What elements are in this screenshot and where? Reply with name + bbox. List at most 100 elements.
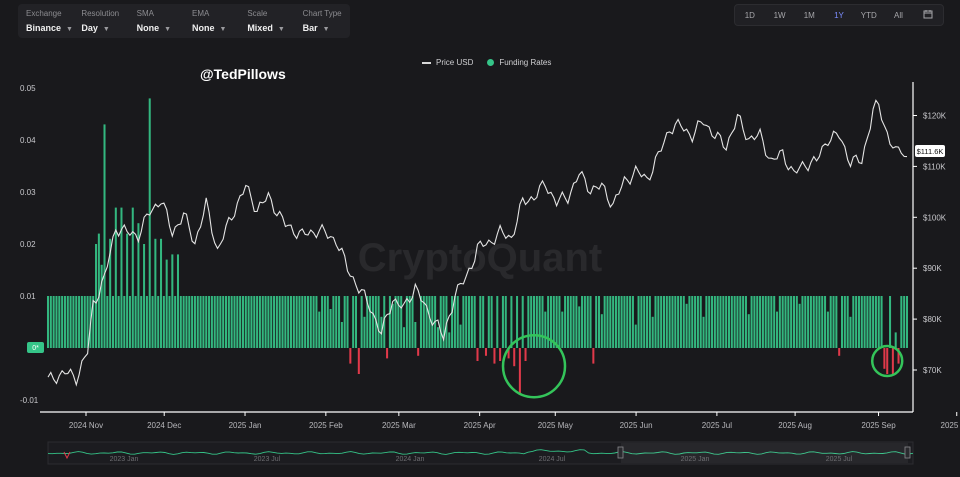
navigator-tick-label: 2024 Jul <box>539 456 566 463</box>
sma-select[interactable]: SMA None ▼ <box>129 4 184 38</box>
funding-bar <box>318 311 321 348</box>
chart-type-label: Chart Type <box>302 9 342 18</box>
funding-bar <box>304 296 307 348</box>
exchange-select[interactable]: Exchange Binance ▼ <box>18 4 73 38</box>
funding-bar <box>597 296 601 348</box>
funding-bar <box>261 296 264 348</box>
legend-item-price[interactable]: Price USD <box>422 58 473 67</box>
funding-bar <box>626 296 629 348</box>
funding-bar <box>120 207 123 348</box>
funding-bar <box>623 296 626 348</box>
funding-bar <box>185 296 188 348</box>
funding-bar <box>501 296 504 348</box>
funding-bar <box>490 296 493 348</box>
funding-bar <box>578 306 581 348</box>
funding-bar <box>205 296 208 348</box>
x-tick-label: 2025 Mar <box>382 421 416 430</box>
range-ytd-button[interactable]: YTD <box>860 10 877 20</box>
funding-bar <box>699 296 702 348</box>
x-tick-label: 2025 Jul <box>702 421 732 430</box>
funding-bar <box>631 296 634 348</box>
chevron-down-icon: ▼ <box>322 26 330 33</box>
left-axis: 0.05 0.04 0.03 0.02 0.01 -0.01 0* <box>20 84 44 405</box>
range-1m-button[interactable]: 1M <box>803 10 815 20</box>
funding-bar <box>83 296 86 348</box>
funding-bar <box>275 296 278 348</box>
funding-bar <box>140 296 143 348</box>
funding-bar <box>905 296 909 348</box>
funding-bar <box>586 296 589 348</box>
calendar-icon[interactable] <box>913 9 943 21</box>
ema-value: None <box>191 23 215 33</box>
ema-select[interactable]: EMA None ▼ <box>184 4 239 38</box>
funding-bar <box>468 296 471 348</box>
funding-bar <box>383 296 386 348</box>
funding-bar <box>425 296 428 348</box>
funding-bar <box>863 296 866 348</box>
left-tick-label: 0.01 <box>20 292 36 301</box>
funding-bar <box>634 324 637 348</box>
funding-bar <box>849 316 852 348</box>
funding-bar <box>451 296 454 348</box>
funding-bar <box>566 296 569 348</box>
funding-bar <box>55 296 58 348</box>
funding-bar <box>840 296 844 348</box>
scale-label: Scale <box>247 9 268 18</box>
funding-bar <box>662 296 666 348</box>
resolution-select[interactable]: Resolution Day ▼ <box>73 4 128 38</box>
x-tick-label: 2024 Dec <box>147 421 181 430</box>
funding-bar <box>722 296 725 348</box>
funding-bar <box>281 296 284 348</box>
range-all-button[interactable]: All <box>894 10 903 20</box>
funding-bar <box>569 296 572 348</box>
zero-badge-label: 0* <box>32 345 39 352</box>
watermark: CryptoQuant <box>358 236 602 280</box>
funding-bar <box>117 296 120 348</box>
funding-bar <box>860 296 863 348</box>
range-1w-button[interactable]: 1W <box>773 10 786 20</box>
navigator-negative-mark <box>63 451 71 460</box>
funding-bar <box>787 296 790 348</box>
highlight-circles <box>501 333 904 399</box>
funding-bar <box>179 296 182 348</box>
left-tick-label: 0.02 <box>20 240 36 249</box>
legend-label-price: Price USD <box>436 58 474 67</box>
funding-bar <box>778 296 781 348</box>
legend-item-funding[interactable]: Funding Rates <box>487 58 551 67</box>
funding-bar-negative <box>518 348 521 395</box>
funding-bar <box>541 296 544 348</box>
funding-bar <box>564 296 567 348</box>
chart-type-select[interactable]: Chart Type Bar ▼ <box>295 4 350 38</box>
funding-bar <box>168 296 171 348</box>
funding-bar <box>900 296 903 348</box>
scale-select[interactable]: Scale Mixed ▼ <box>239 4 294 38</box>
navigator[interactable]: 2023 Jan 2023 Jul 2024 Jan 2024 Jul 2025 Jan… <box>47 441 914 465</box>
funding-bar <box>558 296 561 348</box>
funding-bar <box>111 296 115 348</box>
funding-bar <box>730 296 733 348</box>
funding-bar <box>247 296 250 348</box>
funding-bar <box>284 296 287 348</box>
funding-bar <box>877 296 880 348</box>
funding-bar <box>208 296 211 348</box>
funding-bar <box>326 296 329 348</box>
chevron-down-icon: ▼ <box>102 26 110 33</box>
funding-bar <box>725 296 728 348</box>
funding-bar <box>123 296 126 348</box>
funding-bar <box>78 296 81 348</box>
funding-bar <box>470 296 473 348</box>
funding-bar <box>66 296 69 348</box>
funding-bar <box>61 296 64 348</box>
funding-bar <box>668 296 671 348</box>
resolution-label: Resolution <box>81 9 120 18</box>
funding-bar <box>411 296 414 348</box>
range-1d-button[interactable]: 1D <box>744 10 755 20</box>
funding-bar <box>510 296 513 348</box>
navigator-tick-label: 2023 Jul <box>254 456 281 463</box>
range-1y-button[interactable]: 1Y <box>834 10 844 20</box>
chevron-down-icon: ▼ <box>164 26 172 33</box>
funding-bar <box>727 296 730 348</box>
funding-bar <box>614 296 617 348</box>
funding-bar <box>216 296 219 348</box>
funding-bar <box>377 296 380 348</box>
